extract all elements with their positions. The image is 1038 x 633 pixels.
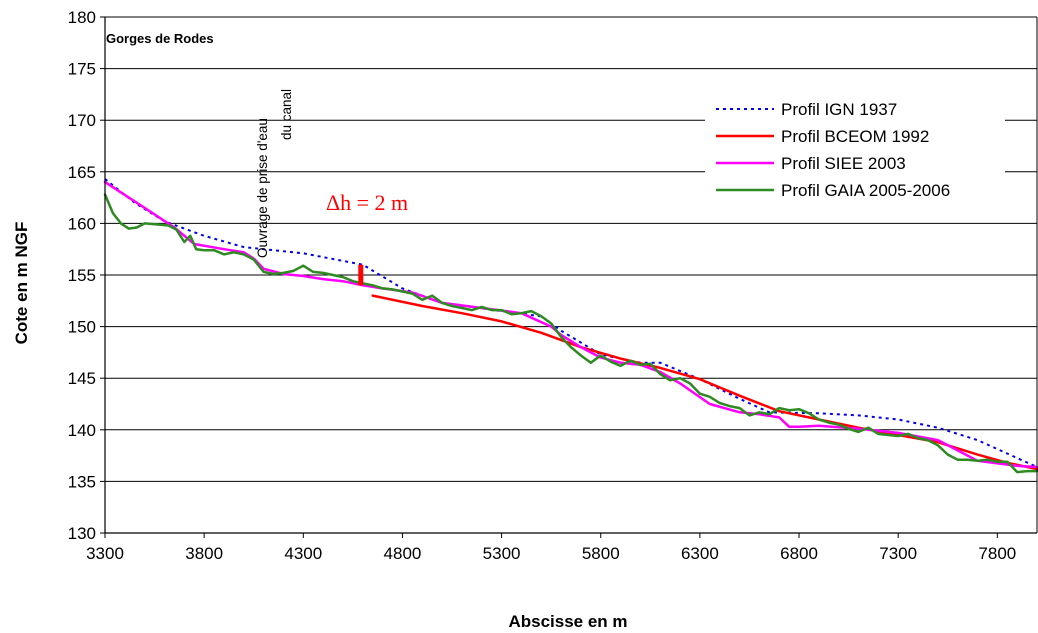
x-tick-label: 3800 <box>185 544 223 563</box>
series-layer <box>103 178 1038 474</box>
x-tick-label: 4800 <box>384 544 422 563</box>
y-tick-label: 145 <box>68 369 96 388</box>
y-tick-label: 160 <box>68 214 96 233</box>
y-tick-label: 130 <box>68 524 96 543</box>
legend-label: Profil BCEOM 1992 <box>781 127 929 146</box>
x-tick-label: 3300 <box>86 544 124 563</box>
x-tick-label: 6300 <box>681 544 719 563</box>
legend: Profil IGN 1937 Profil BCEOM 1992 Profil S… <box>705 94 1005 214</box>
x-tick-label: 4300 <box>284 544 322 563</box>
x-tick-label: 6800 <box>780 544 818 563</box>
legend-background <box>705 94 1005 214</box>
legend-label: Profil IGN 1937 <box>781 100 897 119</box>
legend-label: Profil GAIA 2005-2006 <box>781 181 950 200</box>
delta-h-label: Δh = 2 m <box>326 190 408 215</box>
x-axis-title: Abscisse en m <box>508 612 627 631</box>
series-line-4 <box>103 193 1038 474</box>
y-tick-label: 155 <box>68 266 96 285</box>
x-tick-label: 7800 <box>978 544 1016 563</box>
x-tick-label: 7300 <box>879 544 917 563</box>
legend-label: Profil SIEE 2003 <box>781 154 906 173</box>
y-axis-title: Cote en m NGF <box>12 222 31 345</box>
x-tick-labels: 3300 3800 4300 4800 5300 5800 6300 6800 7300 7800 <box>86 533 1016 563</box>
y-tick-label: 180 <box>68 8 96 27</box>
series-line-3 <box>103 180 1038 469</box>
y-tick-label: 175 <box>68 60 96 79</box>
y-tick-label: 140 <box>68 421 96 440</box>
y-tick-label: 135 <box>68 472 96 491</box>
y-tick-label: 165 <box>68 163 96 182</box>
y-tick-label: 150 <box>68 318 96 337</box>
x-tick-label: 5300 <box>483 544 521 563</box>
y-tick-label: 170 <box>68 111 96 130</box>
x-tick-label: 5800 <box>582 544 620 563</box>
series-line-2 <box>371 294 1038 471</box>
series-line-1 <box>104 178 1038 468</box>
grid-lines <box>105 16 1037 534</box>
y-tick-labels: 130 135 140 145 150 155 160 165 170 175 180 <box>68 8 105 543</box>
intake-annotation-line1: Ouvrage de prise d'eau <box>255 118 270 258</box>
plot-frame <box>104 17 1038 534</box>
chart-title: Gorges de Rodes <box>106 31 214 46</box>
intake-annotation-line2: du canal <box>279 89 294 140</box>
